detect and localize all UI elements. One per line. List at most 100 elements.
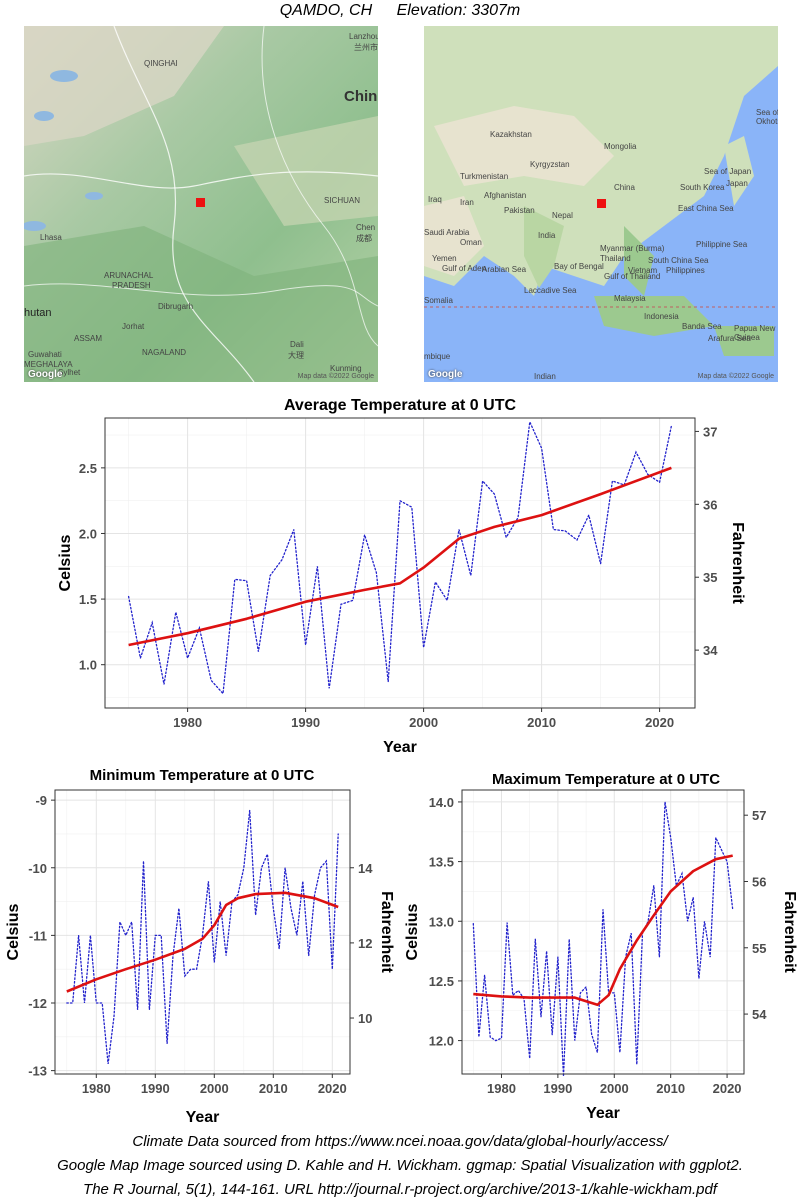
x-axis-title: Year [383,739,417,756]
map-label: Jorhat [122,322,145,331]
map-label: Myanmar (Burma) [600,244,665,253]
y2-tick-label: 34 [703,643,718,658]
y2-tick-label: 35 [703,570,717,585]
map-label: Sylhet [58,368,81,377]
plot-area [105,418,695,708]
map-label: Kazakhstan [490,130,532,139]
x-tick-label: 2010 [656,1081,685,1096]
y2-tick-label: 54 [752,1007,767,1022]
plot-border [54,789,351,1075]
map-label: hutan [24,307,52,319]
map-credit: Map data ©2022 Google [697,373,774,380]
x-axis-title: Year [586,1105,620,1122]
terrain-map-image [24,26,378,382]
station-elevation: Elevation: 3307m [396,2,521,19]
map-label: Kunming [330,364,362,373]
footer-line-1: Climate Data sourced from https://www.nc… [132,1133,668,1150]
minimum-temperature-svg: Minimum Temperature at 0 UTC 1980 1990 2000… [5,767,395,1126]
y2-tick-label: 56 [752,874,766,889]
x-tick-label: 2000 [409,715,438,730]
chart-title: Average Temperature at 0 UTC [284,397,517,414]
y-tick-label: 12.5 [429,974,454,989]
y-tick-label: -13 [28,1064,47,1079]
y-tick-label: 1.5 [79,592,97,607]
trend-series-line [66,891,339,993]
minimum-temperature-chart: Minimum Temperature at 0 UTC 1980 1990 2000… [0,762,400,1130]
plot-area [462,790,744,1074]
map-label: Dibrugarh [158,302,194,311]
average-temperature-svg: Average Temperature at 0 UTC 1980 1990 2000… [57,397,746,756]
y-tick-label: -9 [35,793,47,808]
maximum-temperature-svg: Maximum Temperature at 0 UTC 1980 1990 2000… [404,771,798,1122]
map-label: Philippines [666,266,705,275]
map-label: Lhasa [40,233,62,242]
map-label: Iran [460,198,474,207]
x-tick-label: 1980 [173,715,202,730]
map-label: Thailand [600,254,631,263]
regional-map-image [424,26,778,382]
map-label: Japan [726,179,748,188]
map-label: Arabian Sea [482,265,527,274]
map-label: QINGHAI [144,59,178,68]
map-label: 兰州市 [354,43,378,52]
y2-tick-label: 36 [703,497,717,512]
map-label: Lanzhou [349,32,378,41]
plot-border [104,417,696,709]
trend-series-line [128,466,672,647]
y-tick-label: 2.0 [79,526,97,541]
y-tick-label: -10 [28,861,47,876]
x-tick-label: 2020 [318,1081,347,1096]
map-label: Yemen [432,254,457,263]
map-label: 大理 [288,351,304,360]
map-label: ARUNACHAL [104,271,154,280]
x-tick-label: 2000 [600,1081,629,1096]
map-label: East China Sea [678,204,734,213]
map-label: South Korea [680,183,725,192]
map-label: ASSAM [74,334,103,343]
x-tick-label: 1990 [543,1081,572,1096]
x-tick-label: 2000 [200,1081,229,1096]
y-tick-label: -11 [29,928,47,943]
y-tick-label: 13.5 [429,855,454,870]
y-tick-label: 1.0 [79,658,97,673]
map-label: Guwahati [28,350,62,359]
map-label: Papua New Guinea [734,324,776,342]
y2-axis-title: Fahrenheit [729,522,746,604]
x-tick-label: 2010 [527,715,556,730]
google-logo: Google [428,369,463,380]
map-label: Banda Sea [682,322,722,331]
x-tick-label: 2010 [259,1081,288,1096]
plot-border [461,789,745,1075]
x-tick-label: 1980 [82,1081,111,1096]
map-label: China [614,183,635,192]
x-tick-label: 2020 [645,715,674,730]
map-label: Dali [290,340,304,349]
map-label: India [538,231,556,240]
observed-series-line [66,810,339,1064]
trend-series-line [473,854,733,1007]
maximum-temperature-chart: Maximum Temperature at 0 UTC 1980 1990 2000… [400,762,800,1130]
y2-tick-label: 57 [752,808,766,823]
y2-tick-label: 37 [703,424,717,439]
y-tick-label: -12 [28,996,47,1011]
observed-series-line [127,419,673,696]
map-label: Arafura Sea [708,334,751,343]
y-axis-title: Celsius [5,903,22,960]
map-label: Bay of Bengal [554,262,604,271]
station-marker [196,198,205,207]
map-label: SICHUAN [324,196,361,205]
y-tick-label: 14.0 [429,795,454,810]
chart-title: Maximum Temperature at 0 UTC [492,771,720,788]
map-label: Somalia [424,296,453,305]
map-label: Nepal [552,211,573,220]
map-label: Chin [344,88,378,105]
map-label: Indonesia [644,312,679,321]
map-label: Chen [356,223,376,232]
map-label: Kyrgyzstan [530,160,570,169]
map-label: MEGHALAYA [24,360,73,369]
y-tick-label: 2.5 [79,461,97,476]
y-tick-label: 12.0 [429,1034,454,1049]
y2-tick-label: 14 [358,861,373,876]
map-credit: Map data ©2022 Google [297,373,374,380]
y2-axis-title: Fahrenheit [781,891,798,973]
